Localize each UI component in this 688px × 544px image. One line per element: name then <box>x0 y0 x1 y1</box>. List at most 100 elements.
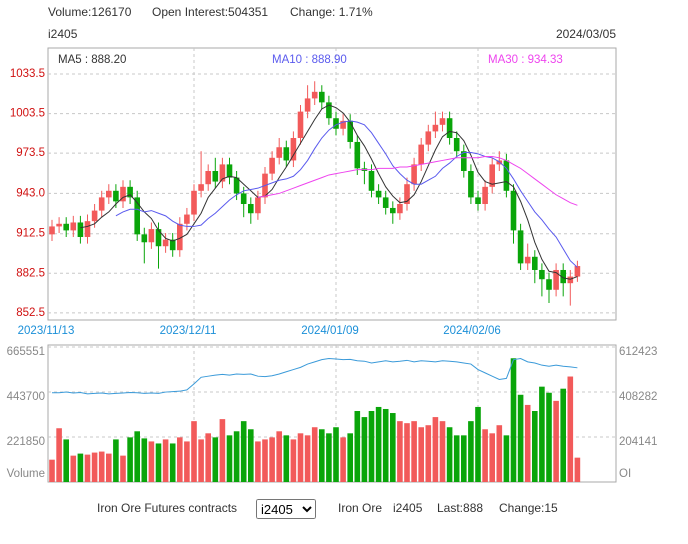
y-tick-label: 973.5 <box>16 147 45 159</box>
x-tick-label: 2024/02/06 <box>443 325 501 337</box>
y-tick-label: 852.5 <box>16 307 45 319</box>
volume-bar <box>560 388 566 482</box>
volume-bar <box>311 427 318 482</box>
candle-body <box>84 221 91 237</box>
candle-body <box>297 111 304 139</box>
volume-bar <box>127 437 133 482</box>
candle-body <box>517 230 524 264</box>
y2-tick-label: 612423 <box>619 346 657 358</box>
volume-bar <box>141 438 148 482</box>
volume-bar <box>248 429 254 482</box>
candle-body <box>134 197 140 235</box>
candle-body <box>475 197 481 204</box>
candle-body <box>219 164 226 182</box>
candle-body <box>77 222 84 237</box>
candle-body <box>567 276 574 284</box>
legend-entry: MA30 : 934.33 <box>488 54 563 66</box>
candle-body <box>446 118 453 139</box>
legend-entry: MA10 : 888.90 <box>272 54 347 66</box>
y2-tick-label: 408282 <box>619 391 657 403</box>
stat: Change: 1.71% <box>290 5 373 19</box>
candle-body <box>425 131 432 145</box>
candle-body <box>560 269 566 284</box>
candle-body <box>404 184 410 204</box>
candle-body <box>106 190 112 198</box>
candle-body <box>319 91 325 103</box>
x-tick-label: 2023/12/11 <box>160 325 217 337</box>
candle-body <box>368 171 375 191</box>
volume-bar <box>532 411 538 482</box>
candle-body <box>418 144 424 165</box>
footer-info: Iron Ore <box>338 501 382 515</box>
oi-line <box>52 358 578 395</box>
candle-body <box>248 203 254 214</box>
volume-bar <box>276 431 282 482</box>
candle-body <box>432 124 439 132</box>
candle-body <box>489 164 495 187</box>
candle-body <box>390 207 396 214</box>
candle-body <box>553 269 559 290</box>
volume-bar <box>70 455 77 482</box>
ma-line <box>257 155 578 206</box>
volume-bar <box>361 417 368 482</box>
volume-bar <box>418 427 424 482</box>
x-tick-label: 2023/11/13 <box>18 325 75 337</box>
volume-bar <box>524 404 531 482</box>
legend-entry: MA5 : 888.20 <box>58 54 126 66</box>
volume-bar <box>297 433 304 482</box>
y-tick-label: 1033.5 <box>10 68 45 80</box>
volume-bar <box>368 411 375 482</box>
volume-bar <box>155 443 162 482</box>
volume-bar <box>567 376 574 482</box>
ma-line <box>80 104 578 280</box>
volume-bar <box>404 423 410 482</box>
symbol: i2405 <box>48 27 78 41</box>
volume-bar <box>205 433 211 482</box>
volume-bar <box>503 435 510 482</box>
volume-bar <box>148 441 155 482</box>
volume-bar <box>326 433 332 482</box>
candle-body <box>468 171 474 198</box>
candle-body <box>347 120 353 142</box>
volume-bar <box>546 392 552 482</box>
y2-axis-label: OI <box>619 468 631 480</box>
candle-body <box>63 223 69 231</box>
candle-body <box>461 151 467 172</box>
volume-bar <box>134 431 140 482</box>
volume-bar <box>475 406 481 482</box>
volume-bar <box>162 439 169 482</box>
volume-bar <box>340 437 346 482</box>
candle-body <box>113 190 119 202</box>
candle-body <box>255 197 261 214</box>
candle-body <box>276 147 282 158</box>
candle-body <box>439 118 446 125</box>
candle-body <box>382 197 389 208</box>
y-axis-label: Volume <box>7 468 45 480</box>
volume-bar <box>269 437 275 482</box>
candle-body <box>56 223 62 227</box>
contract-select[interactable]: i2405 <box>256 499 316 519</box>
volume-bar <box>354 411 361 482</box>
volume-bar <box>553 400 559 482</box>
volume-bar <box>539 386 545 482</box>
candle-body <box>311 91 318 99</box>
footer-info: Last:888 <box>437 501 483 515</box>
volume-bar <box>517 394 524 482</box>
candle-body <box>233 177 240 194</box>
volume-bar <box>468 421 474 482</box>
volume-bar <box>446 427 453 482</box>
candle-body <box>574 266 581 277</box>
volume-bar <box>319 429 325 482</box>
candle-body <box>141 234 148 243</box>
y-tick-label: 221850 <box>7 436 45 448</box>
volume-bar <box>212 437 219 482</box>
candle-body <box>127 186 133 198</box>
volume-bar <box>574 457 581 482</box>
price-panel <box>47 47 617 321</box>
volume-bar <box>191 421 197 482</box>
volume-bar <box>390 413 396 482</box>
candle-body <box>49 226 55 235</box>
y2-tick-label: 204141 <box>619 436 657 448</box>
volume-bar <box>453 435 460 482</box>
